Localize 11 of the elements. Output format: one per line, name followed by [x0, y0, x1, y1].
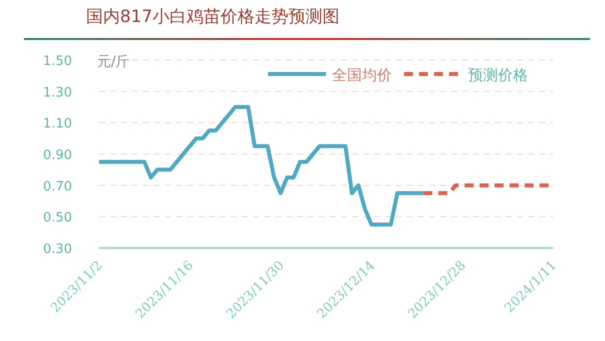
legend-label: 预测价格 — [468, 66, 528, 84]
y-tick-label: 0.30 — [43, 242, 72, 257]
y-tick-label: 1.50 — [43, 54, 72, 69]
chart-title: 国内817小白鸡苗价格走势预测图 — [86, 7, 340, 27]
y-tick-label: 1.10 — [43, 116, 72, 132]
y-tick-label: 0.70 — [43, 179, 72, 194]
y-axis-title: 元/斤 — [97, 54, 130, 70]
y-tick-label: 1.30 — [43, 85, 72, 100]
legend-label: 全国均价 — [332, 66, 392, 84]
y-tick-label: 0.90 — [43, 148, 72, 163]
y-tick-label: 0.50 — [43, 210, 72, 226]
